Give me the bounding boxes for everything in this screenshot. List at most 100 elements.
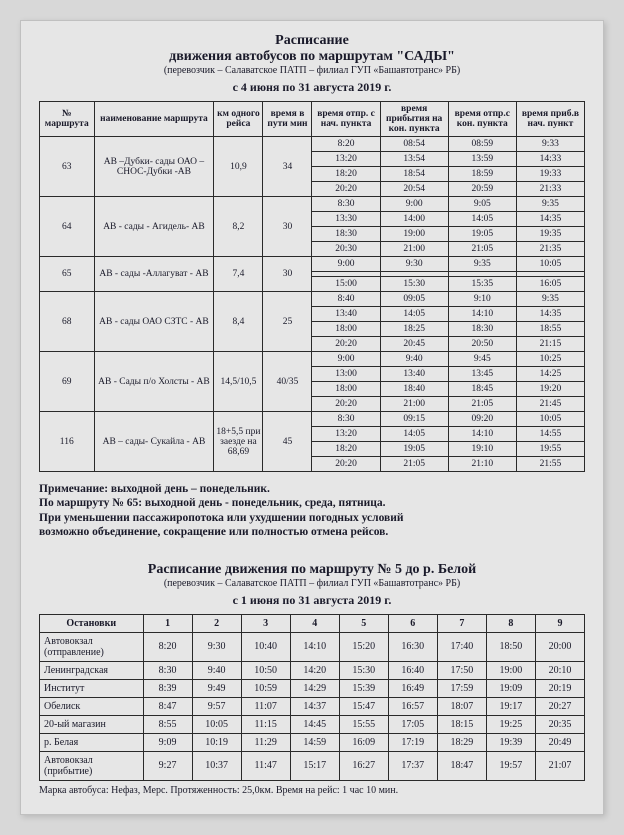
- cell-time: 8:30: [312, 197, 380, 212]
- cell-time: 10:05: [192, 715, 241, 733]
- cell-time: 14:05: [380, 307, 448, 322]
- cell-time: 19:05: [448, 227, 516, 242]
- cell-name: АВ – сады- Сукайла - АВ: [94, 412, 214, 472]
- cell-time: 16:30: [388, 632, 437, 661]
- cell-time: 14:35: [516, 307, 584, 322]
- cell-time: 14:10: [290, 632, 339, 661]
- cell-time: 9:57: [192, 697, 241, 715]
- cell-time: 20:54: [380, 182, 448, 197]
- cell-time: 9:05: [448, 197, 516, 212]
- cell-time: 20:30: [312, 242, 380, 257]
- cell-route: 65: [40, 257, 95, 292]
- cell-time: 16:49: [388, 679, 437, 697]
- note-line: возможно объединение, сокращение или пол…: [39, 525, 585, 539]
- cell-min: 45: [263, 412, 312, 472]
- cell-time: 11:07: [241, 697, 290, 715]
- cell-time: 15:30: [380, 277, 448, 292]
- cell-min: 40/35: [263, 352, 312, 412]
- cell-time: 9:35: [448, 257, 516, 272]
- cell-time: 09:20: [448, 412, 516, 427]
- cell-min: 34: [263, 137, 312, 197]
- cell-time: 9:00: [380, 197, 448, 212]
- cell-time: 8:47: [143, 697, 192, 715]
- period1: с 4 июня по 31 августа 2019 г.: [39, 80, 585, 95]
- col-arr1: время прибытия на кон. пункта: [380, 102, 448, 137]
- cell-stop: Обелиск: [40, 697, 144, 715]
- cell-stop: Автовокзал (прибытие): [40, 751, 144, 780]
- col-header: 6: [388, 614, 437, 632]
- cell-time: 15:39: [339, 679, 388, 697]
- cell-time: 19:09: [486, 679, 535, 697]
- cell-time: 20:27: [535, 697, 584, 715]
- cell-km: 14,5/10,5: [214, 352, 263, 412]
- cell-time: 21:05: [448, 242, 516, 257]
- cell-time: 20:00: [535, 632, 584, 661]
- cell-time: 21:00: [380, 242, 448, 257]
- cell-time: 16:40: [388, 661, 437, 679]
- cell-time: 8:30: [143, 661, 192, 679]
- cell-time: 21:45: [516, 397, 584, 412]
- cell-time: 9:00: [312, 257, 380, 272]
- cell-time: 10:40: [241, 632, 290, 661]
- cell-time: 15:30: [339, 661, 388, 679]
- cell-km: 8,4: [214, 292, 263, 352]
- cell-time: 18:30: [448, 322, 516, 337]
- col-header: 9: [535, 614, 584, 632]
- note-line: По маршруту № 65: выходной день - понеде…: [39, 496, 585, 510]
- cell-time: 14:10: [448, 307, 516, 322]
- cell-time: 14:35: [516, 212, 584, 227]
- cell-time: 13:59: [448, 152, 516, 167]
- col-route: № маршрута: [40, 102, 95, 137]
- cell-time: 14:00: [380, 212, 448, 227]
- cell-time: 15:20: [339, 632, 388, 661]
- cell-time: 19:57: [486, 751, 535, 780]
- cell-time: 15:55: [339, 715, 388, 733]
- table-row: 65АВ - сады -Аллагуват - АВ7,4309:009:30…: [40, 257, 585, 272]
- cell-time: 21:10: [448, 457, 516, 472]
- cell-time: 14:20: [290, 661, 339, 679]
- footer-line: Марка автобуса: Нефаз, Мерс. Протяженнос…: [39, 785, 585, 796]
- cell-time: 9:33: [516, 137, 584, 152]
- col-header: 3: [241, 614, 290, 632]
- cell-time: 9:40: [380, 352, 448, 367]
- cell-time: 9:30: [380, 257, 448, 272]
- cell-time: 21:55: [516, 457, 584, 472]
- cell-time: 10:05: [516, 257, 584, 272]
- cell-time: 13:30: [312, 212, 380, 227]
- cell-time: 21:15: [516, 337, 584, 352]
- cell-time: 18:00: [312, 322, 380, 337]
- cell-time: 18:45: [448, 382, 516, 397]
- table-row: Обелиск8:479:5711:0714:3715:4716:5718:07…: [40, 697, 585, 715]
- col-header: 2: [192, 614, 241, 632]
- cell-time: 18:47: [437, 751, 486, 780]
- col-dep2: время отпр.с кон. пункта: [448, 102, 516, 137]
- title-line2: движения автобусов по маршрутам "САДЫ": [39, 49, 585, 65]
- table-row: Автовокзал (прибытие)9:2710:3711:4715:17…: [40, 751, 585, 780]
- col-header: 5: [339, 614, 388, 632]
- cell-time: 10:59: [241, 679, 290, 697]
- cell-time: 18:07: [437, 697, 486, 715]
- cell-time: 17:05: [388, 715, 437, 733]
- cell-time: 16:09: [339, 733, 388, 751]
- table-row: 63АВ –Дубки- сады ОАО –СНОС-Дубки -АВ10,…: [40, 137, 585, 152]
- col-dep1: время отпр. с нач. пункта: [312, 102, 380, 137]
- cell-time: 10:05: [516, 412, 584, 427]
- cell-stop: Автовокзал (отправление): [40, 632, 144, 661]
- cell-time: 21:33: [516, 182, 584, 197]
- cell-time: 10:37: [192, 751, 241, 780]
- cell-time: 20:50: [448, 337, 516, 352]
- cell-time: 19:25: [486, 715, 535, 733]
- cell-name: АВ - сады ОАО СЗТС - АВ: [94, 292, 214, 352]
- cell-time: 9:35: [516, 197, 584, 212]
- cell-time: 14:33: [516, 152, 584, 167]
- cell-time: 19:39: [486, 733, 535, 751]
- cell-route: 64: [40, 197, 95, 257]
- col-header: 4: [290, 614, 339, 632]
- cell-time: 18:25: [380, 322, 448, 337]
- cell-name: АВ - сады - Агидель- АВ: [94, 197, 214, 257]
- cell-time: 8:20: [143, 632, 192, 661]
- cell-time: 17:40: [437, 632, 486, 661]
- cell-time: 15:35: [448, 277, 516, 292]
- cell-time: 13:00: [312, 367, 380, 382]
- table-header-row: № маршрута наименование маршрута км одно…: [40, 102, 585, 137]
